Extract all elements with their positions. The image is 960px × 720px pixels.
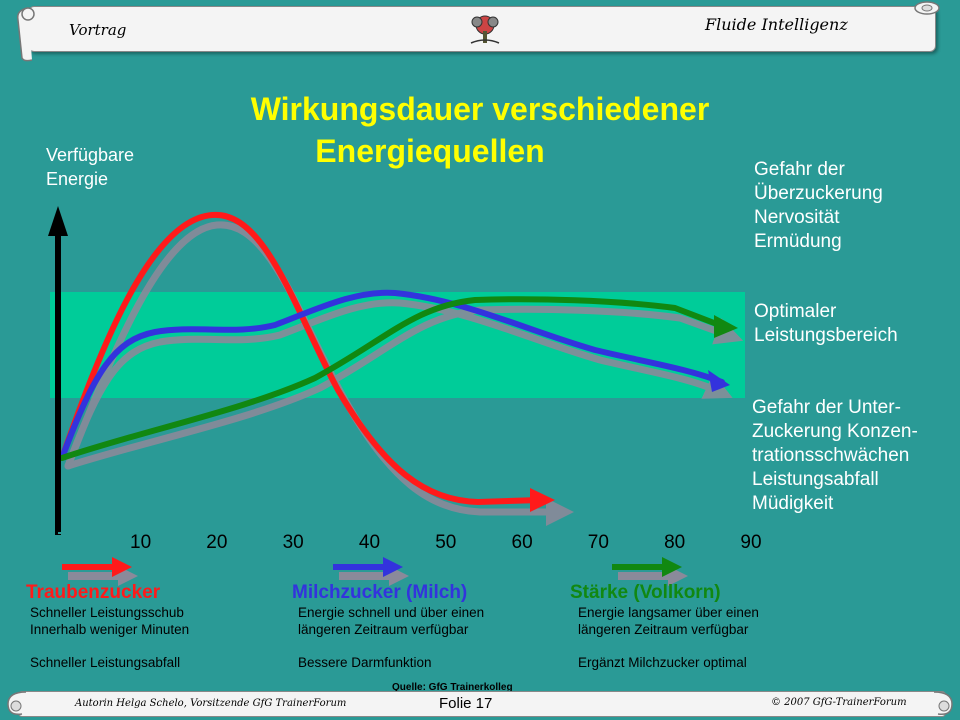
source-milchzucker: Milchzucker (Milch) Energie schnell und …	[292, 582, 572, 671]
header-banner: Vortrag Fluide Intelligenz	[28, 6, 936, 52]
x-tick-label: 90	[740, 532, 762, 553]
label-underload-line3: trationsschwächen	[752, 445, 910, 466]
series-arrowhead-traubenzucker	[530, 488, 555, 512]
label-overload-line1: Gefahr der	[754, 159, 845, 180]
staerke-shadow	[64, 305, 744, 470]
label-overload-line4: Ermüdung	[754, 231, 842, 252]
footer-curl-left-icon	[7, 691, 27, 716]
label-underload-line4: Leistungsabfall	[752, 469, 879, 490]
source-title-traubenzucker: Traubenzucker	[26, 582, 161, 603]
footer-copyright: © 2007 GfG-TrainerForum	[771, 697, 907, 708]
source-desc-milchzucker-3: Bessere Darmfunktion	[298, 655, 432, 670]
source-traubenzucker: Traubenzucker Schneller Leistungsschub I…	[26, 582, 286, 671]
series-line-staerke	[59, 296, 725, 461]
scroll-curl-right-icon	[914, 1, 940, 15]
label-underload-line5: Müdigkeit	[752, 493, 834, 514]
source-desc-staerke-3: Ergänzt Milchzucker optimal	[578, 655, 747, 670]
footer-author: Autorin Helga Schelo, Vorsitzende GfG Tr…	[75, 698, 347, 709]
series-line-milchzucker	[59, 289, 725, 461]
y-axis-label-line2: Energie	[46, 169, 109, 189]
legend-arrow-staerke	[612, 557, 682, 577]
x-tick-label: 80	[664, 532, 686, 553]
label-underload-line1: Gefahr der Unter-	[752, 397, 901, 418]
source-desc-milchzucker-1: Energie schnell und über einen	[298, 605, 485, 620]
source-desc-staerke-1: Energie langsamer über einen	[578, 605, 759, 620]
x-tick-label: 20	[206, 532, 228, 553]
footer-bar: Autorin Helga Schelo, Vorsitzende GfG Tr…	[18, 691, 946, 717]
label-optimal-line2: Leistungsbereich	[754, 325, 898, 346]
x-tick-label: 50	[435, 532, 457, 553]
slide-title: Wirkungsdauer verschiedener Energiequell…	[120, 88, 840, 172]
footer-slide-number: Folie 17	[439, 695, 493, 712]
series-arrowhead-milchzucker	[708, 370, 730, 392]
label-optimal: Optimaler Leistungsbereich	[754, 300, 898, 348]
source-desc-staerke-2: längeren Zeitraum verfügbar	[578, 622, 749, 637]
y-axis-label: Verfügbare Energie	[46, 143, 134, 191]
source-note: Quelle: GfG Trainerkolleg	[392, 682, 513, 693]
x-tick-label: 60	[511, 532, 533, 553]
x-tick-label: 30	[282, 532, 304, 553]
label-overload-line2: Überzuckerung	[754, 183, 883, 204]
label-overload-line3: Nervosität	[754, 207, 840, 228]
source-desc-traubenzucker-3: Schneller Leistungsabfall	[30, 655, 181, 670]
slide-title-line1: Wirkungsdauer verschiedener	[250, 91, 710, 127]
source-desc-traubenzucker-2: Innerhalb weniger Minuten	[30, 622, 190, 637]
x-tick-label: 70	[587, 532, 609, 553]
header-left-label: Vortrag	[69, 21, 127, 39]
x-tick-label: 10	[130, 532, 152, 553]
label-underload: Gefahr der Unter- Zuckerung Konzen- trat…	[752, 396, 960, 516]
legend-arrow-traubenzucker	[62, 557, 132, 577]
x-axis-ticks: 10 20 30 40 50 60 70 80 90	[0, 532, 960, 558]
label-underload-line2: Zuckerung Konzen-	[752, 421, 918, 442]
y-axis-label-line1: Verfügbare	[46, 145, 135, 165]
x-tick-label: 40	[358, 532, 381, 553]
slide-title-line2: Energiequellen	[315, 133, 545, 169]
source-staerke: Stärke (Vollkorn) Energie langsamer über…	[570, 582, 850, 671]
series-arrowhead-staerke	[714, 315, 738, 338]
label-overload: Gefahr der Überzuckerung Nervosität Ermü…	[754, 158, 883, 254]
source-desc-traubenzucker-1: Schneller Leistungsschub	[30, 605, 184, 620]
scroll-curl-left-icon	[16, 7, 35, 62]
tree-emblem-icon	[470, 15, 500, 44]
source-title-milchzucker: Milchzucker (Milch)	[292, 582, 468, 603]
milchzucker-shadow	[64, 299, 733, 470]
header-right-label: Fluide Intelligenz	[705, 15, 848, 34]
label-optimal-line1: Optimaler	[754, 301, 837, 322]
source-title-staerke: Stärke (Vollkorn)	[570, 582, 721, 603]
footer-curl-right-icon	[933, 691, 953, 716]
y-axis-arrowhead	[48, 206, 68, 236]
source-desc-milchzucker-2: längeren Zeitraum verfügbar	[298, 622, 469, 637]
legend-arrow-milchzucker	[333, 557, 403, 577]
series-line-traubenzucker	[59, 211, 543, 506]
